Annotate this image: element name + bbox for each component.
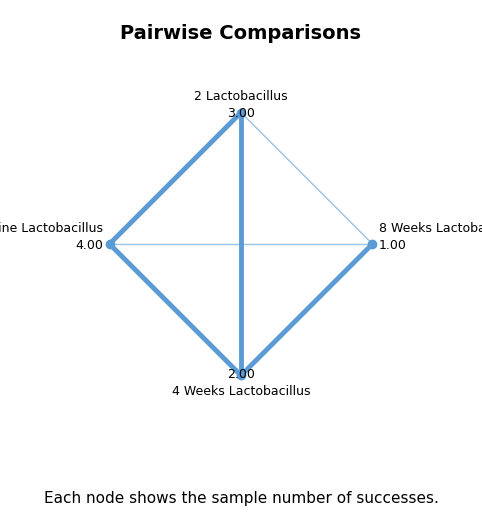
- Text: 2 Lactobacillus: 2 Lactobacillus: [194, 90, 288, 103]
- Text: Baseline Lactobacillus: Baseline Lactobacillus: [0, 222, 103, 235]
- Text: Each node shows the sample number of successes.: Each node shows the sample number of suc…: [43, 491, 439, 506]
- Text: 2.00: 2.00: [227, 367, 255, 381]
- Text: 4 Weeks Lactobacillus: 4 Weeks Lactobacillus: [172, 385, 310, 398]
- Text: 8 Weeks Lactobacillus: 8 Weeks Lactobacillus: [379, 222, 482, 235]
- Title: Pairwise Comparisons: Pairwise Comparisons: [120, 25, 362, 43]
- Text: 1.00: 1.00: [379, 239, 407, 252]
- Text: 4.00: 4.00: [75, 239, 103, 252]
- Text: 3.00: 3.00: [227, 108, 255, 120]
